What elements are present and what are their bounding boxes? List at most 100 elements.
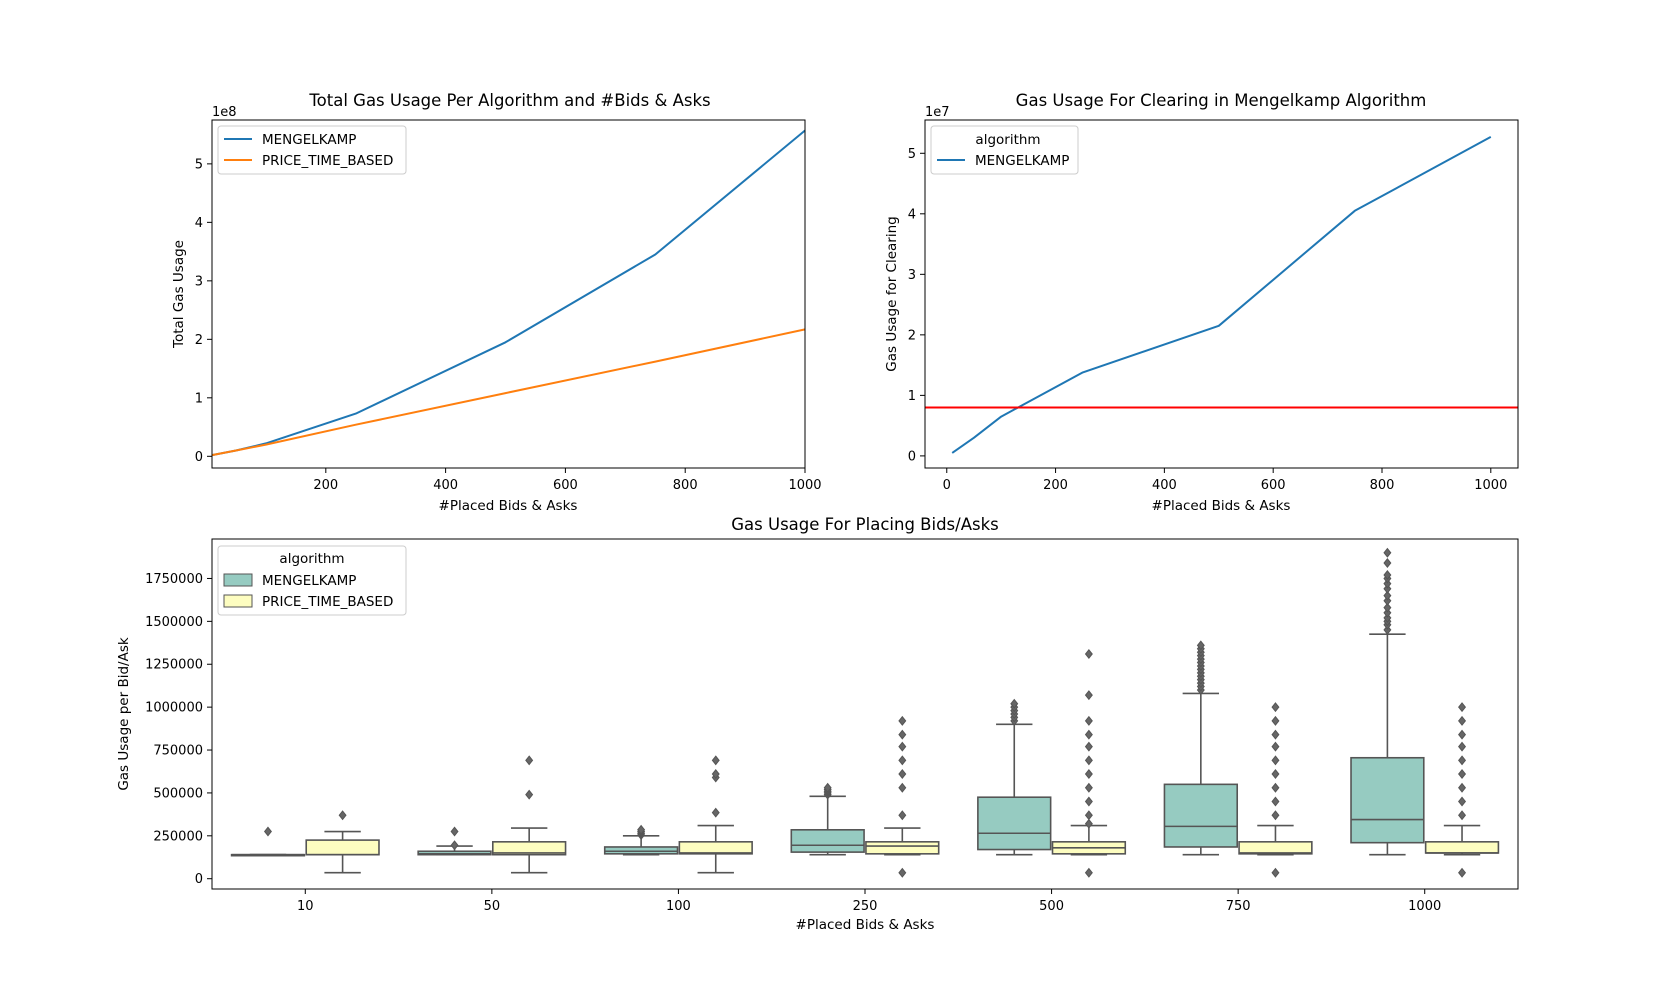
y-tick-label: 3: [908, 268, 916, 283]
y-tick-label: 500000: [153, 786, 203, 801]
y-tick-label: 5: [195, 157, 203, 172]
x-tick-label: 100: [666, 899, 691, 914]
x-tick-label: 250: [853, 899, 878, 914]
box-body: [491, 841, 567, 856]
series-line-price-time-based: [211, 328, 806, 457]
y-tick-label: 1500000: [145, 615, 203, 630]
legend-title: algorithm: [279, 551, 344, 567]
outlier-point: [823, 782, 832, 793]
x-tick-label: 200: [313, 478, 338, 493]
outlier-point: [1084, 741, 1093, 752]
legend: algorithm MENGELKAMP: [930, 125, 1079, 175]
box-price-time-based: [491, 755, 567, 874]
outlier-point: [1196, 640, 1205, 651]
outlier-point: [711, 769, 720, 780]
box-mengelkamp: [230, 826, 306, 857]
outlier-point: [1458, 755, 1467, 766]
box-body: [1238, 841, 1313, 855]
box-price-time-based: [678, 755, 753, 874]
outlier-point: [1084, 729, 1093, 740]
y-axis-label: Total Gas Usage: [171, 240, 187, 349]
y-tick-label: 4: [908, 207, 916, 222]
y-tick-label: 2: [908, 328, 916, 343]
box-mengelkamp: [1350, 547, 1425, 856]
x-axis-label: #Placed Bids & Asks: [439, 498, 578, 514]
outlier-point: [450, 826, 459, 837]
outlier-point: [1271, 702, 1280, 713]
outlier-point: [263, 826, 272, 837]
outlier-point: [898, 715, 907, 726]
outlier-point: [1271, 867, 1280, 878]
box-body: [1163, 783, 1239, 848]
outlier-point: [1084, 867, 1093, 878]
outlier-point: [1084, 810, 1093, 821]
outlier-point: [1084, 690, 1093, 701]
outlier-point: [1271, 782, 1280, 793]
x-tick-label: 600: [553, 478, 578, 493]
y-tick-label: 0: [195, 872, 203, 887]
outlier-point: [1458, 867, 1467, 878]
outlier-point: [1271, 755, 1280, 766]
outlier-point: [1084, 796, 1093, 807]
box-mengelkamp: [977, 698, 1052, 856]
box-body: [1424, 841, 1500, 854]
y-offset-label: 1e7: [925, 105, 950, 120]
box-body: [603, 846, 679, 855]
outlier-point: [898, 810, 907, 821]
outlier-point: [1084, 782, 1093, 793]
outlier-point: [1271, 796, 1280, 807]
x-tick-label: 1000: [1474, 478, 1507, 493]
y-tick-label: 750000: [153, 744, 203, 759]
box-mengelkamp: [1163, 640, 1239, 856]
legend-label: MENGELKAMP: [262, 573, 356, 589]
outlier-point: [338, 810, 347, 821]
box-body: [305, 839, 380, 856]
x-tick-label: 500: [1039, 899, 1064, 914]
box-price-time-based: [1238, 702, 1313, 878]
outlier-point: [1458, 741, 1467, 752]
series-line-mengelkamp: [951, 136, 1492, 454]
chart-title: Total Gas Usage Per Algorithm and #Bids …: [308, 91, 710, 110]
outlier-point: [637, 824, 646, 835]
total-gas-usage-chart: Total Gas Usage Per Algorithm and #Bids …: [171, 91, 822, 514]
legend-label: PRICE_TIME_BASED: [262, 594, 393, 610]
outlier-point: [898, 729, 907, 740]
y-tick-label: 5: [908, 147, 916, 162]
outlier-point: [1084, 755, 1093, 766]
outlier-point: [1271, 729, 1280, 740]
outlier-point: [1458, 769, 1467, 780]
outlier-point: [898, 769, 907, 780]
x-axis-label: #Placed Bids & Asks: [796, 917, 935, 933]
outlier-point: [1084, 769, 1093, 780]
outlier-point: [898, 741, 907, 752]
outlier-point: [1458, 810, 1467, 821]
legend-swatch-price-time-based: [223, 594, 253, 608]
box-mengelkamp: [417, 826, 492, 856]
box-body: [865, 841, 940, 855]
outlier-point: [1458, 796, 1467, 807]
placing-gas-usage-boxplot: Gas Usage For Placing Bids/Asks 10 50 100 2…: [116, 515, 1519, 933]
y-tick-label: 0: [195, 450, 203, 465]
plot-frame: [211, 538, 1519, 890]
x-tick-label: 400: [1152, 478, 1177, 493]
box-body: [1350, 756, 1425, 844]
x-tick-label: 800: [1370, 478, 1395, 493]
outlier-point: [525, 789, 534, 800]
box-body: [417, 850, 492, 856]
y-offset-label: 1e8: [212, 105, 237, 120]
outlier-point: [1458, 782, 1467, 793]
outlier-point: [1084, 715, 1093, 726]
outlier-point: [525, 755, 534, 766]
outlier-point: [1458, 729, 1467, 740]
outlier-point: [898, 867, 907, 878]
box-price-time-based: [305, 810, 380, 874]
box-body: [678, 841, 753, 855]
plot-frame: [211, 119, 806, 469]
legend-label: MENGELKAMP: [975, 153, 1069, 169]
y-axis-label: Gas Usage per Bid/Ask: [116, 637, 132, 791]
outlier-point: [1383, 612, 1392, 623]
outlier-point: [1458, 715, 1467, 726]
box-body: [790, 829, 865, 853]
x-axis-label: #Placed Bids & Asks: [1152, 498, 1291, 514]
legend: MENGELKAMP PRICE_TIME_BASED: [217, 125, 407, 175]
